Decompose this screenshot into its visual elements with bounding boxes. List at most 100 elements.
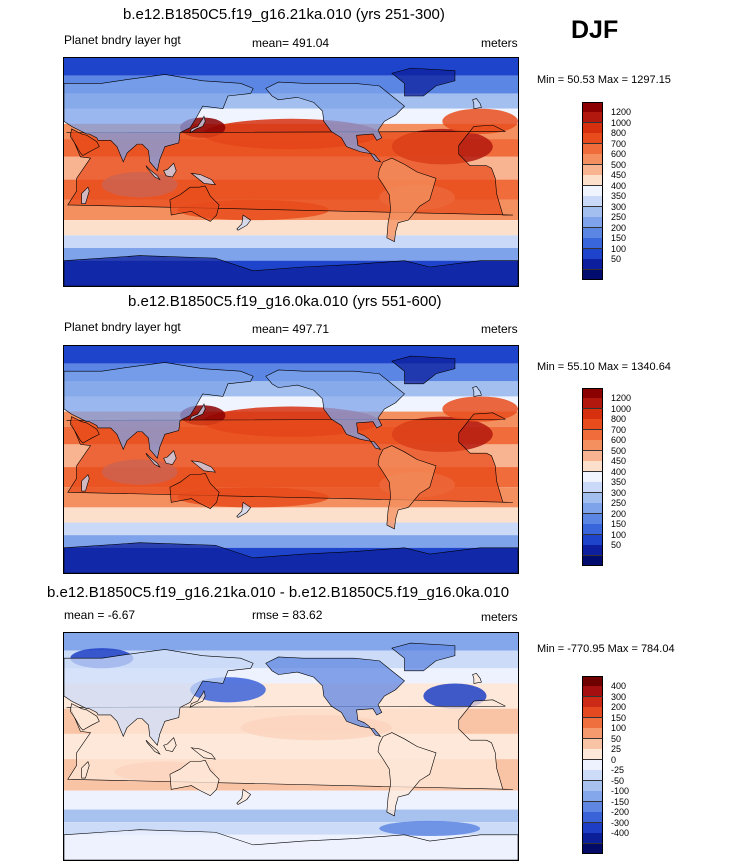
coastline-japan — [190, 691, 205, 707]
coastline-namerica — [266, 657, 405, 736]
colorbar-tick-label: 400 — [611, 466, 627, 477]
map-panel — [63, 57, 519, 287]
colorbar-tick-label: 150 — [611, 519, 627, 530]
colorbar-swatch — [582, 843, 603, 855]
coastline-arabia — [70, 129, 99, 156]
colorbar-tick-label: 1200 — [611, 107, 632, 118]
coastline-japan — [190, 116, 205, 132]
mean-label: mean= 491.04 — [252, 36, 330, 50]
colorbar-tick-label: 100 — [611, 529, 627, 540]
colorbar-swatch — [582, 822, 603, 834]
colorbar-swatch — [582, 728, 603, 740]
colorbar: 1200 1000 800 700 600 500 450 400 350 300 250 200 15… — [582, 388, 642, 567]
colorbar-tick-label: 150 — [611, 712, 627, 723]
contour-blob — [442, 396, 518, 422]
colorbar-swatch — [582, 122, 603, 134]
coastline-japan — [190, 404, 205, 420]
units-label: meters — [481, 610, 518, 624]
coastline-eurasia — [64, 649, 253, 745]
colorbar-tick-label: -200 — [611, 807, 630, 818]
colorbar-swatch — [582, 440, 603, 452]
coastline-namerica — [266, 370, 405, 449]
contour-band — [64, 809, 518, 823]
coastline-newguinea — [191, 461, 215, 472]
colorbar-tick-label: 300 — [611, 201, 627, 212]
colorbar-tick-label: -100 — [611, 786, 630, 797]
coastline-eurasia — [64, 362, 253, 458]
colorbar-tick-label: 1200 — [611, 393, 632, 404]
coastline-eurasia — [64, 74, 253, 170]
coastline-uk — [473, 99, 482, 109]
coastline-samerica — [378, 733, 436, 816]
variable-label: Planet bndry layer hgt — [64, 320, 181, 334]
colorbar-swatch — [582, 269, 603, 281]
contour-band — [64, 235, 518, 248]
colorbar-tick-label: 25 — [611, 744, 622, 755]
colorbar-swatch — [582, 206, 603, 218]
map-panel — [63, 345, 519, 574]
colorbar-swatch — [582, 217, 603, 229]
coastline-nz — [237, 215, 251, 230]
contour-band — [64, 507, 518, 523]
colorbar-swatch — [582, 175, 603, 187]
colorbar-tick-label: 1000 — [611, 403, 632, 414]
colorbar-swatch — [582, 770, 603, 782]
colorbar-tick-label: 450 — [611, 456, 627, 467]
colorbar-swatch — [582, 738, 603, 750]
colorbar-swatch — [582, 524, 603, 536]
coastline-greenland — [392, 356, 455, 384]
coastline-uk — [473, 673, 482, 683]
colorbar-tick-label: -25 — [611, 765, 625, 776]
colorbar-swatch — [582, 259, 603, 271]
colorbar-tick-label: 50 — [611, 733, 622, 744]
difference-map — [64, 633, 518, 860]
colorbar-tick-label: -400 — [611, 828, 630, 839]
colorbar-tick-label: 600 — [611, 149, 627, 160]
colorbar-swatch — [582, 112, 603, 124]
colorbar-swatch — [582, 534, 603, 546]
colorbar-tick-label: 50 — [611, 540, 622, 551]
colorbar-swatch — [582, 503, 603, 515]
colorbar-swatch — [582, 513, 603, 525]
coastline-nz — [237, 789, 251, 804]
colorbar-swatch — [582, 450, 603, 462]
units-label: meters — [481, 322, 518, 336]
colorbar-swatch — [582, 388, 603, 399]
colorbar-swatch — [582, 419, 603, 431]
colorbar-tick-label: -300 — [611, 817, 630, 828]
map-panel — [63, 632, 519, 861]
coastline-greenland — [392, 643, 455, 671]
coastline-madagascar — [82, 187, 90, 203]
colorbar-tick-label: 250 — [611, 498, 627, 509]
colorbar-tick-label: 150 — [611, 233, 627, 244]
colorbar-swatch — [582, 717, 603, 729]
min-max-label: Min = 50.53 Max = 1297.15 — [537, 74, 671, 86]
coastline-sumatra — [146, 166, 160, 180]
contour-blob — [442, 108, 518, 134]
coastline-arabia — [70, 704, 99, 730]
colorbar-tick-label: -150 — [611, 796, 630, 807]
colorbar-swatch — [582, 429, 603, 441]
colorbar-swatch — [582, 545, 603, 557]
coastline-australia — [170, 760, 219, 795]
coastline-namerica — [266, 82, 405, 162]
coastline-samerica — [378, 158, 436, 242]
colorbar-tick-label: 500 — [611, 159, 627, 170]
coastline-borneo — [164, 451, 177, 465]
colorbar-swatch — [582, 471, 603, 483]
colorbar-tick-label: 0 — [611, 754, 617, 765]
colorbar-swatch — [582, 102, 603, 113]
colorbar-tick-label: 200 — [611, 702, 627, 713]
colorbar-tick-label: 800 — [611, 414, 627, 425]
panel-title: b.e12.B1850C5.f19_g16.0ka.010 (yrs 551-6… — [128, 293, 442, 310]
coastline-antarctica — [64, 543, 518, 573]
coastline-madagascar — [82, 475, 90, 491]
field-map — [64, 346, 518, 573]
colorbar-tick-label: 600 — [611, 435, 627, 446]
coastline-antarctica — [64, 256, 518, 286]
contour-blob — [379, 820, 481, 837]
colorbar-tick-label: 700 — [611, 138, 627, 149]
field-map — [64, 58, 518, 286]
colorbar-tick-label: 300 — [611, 487, 627, 498]
colorbar-tick-label: 50 — [611, 254, 622, 265]
